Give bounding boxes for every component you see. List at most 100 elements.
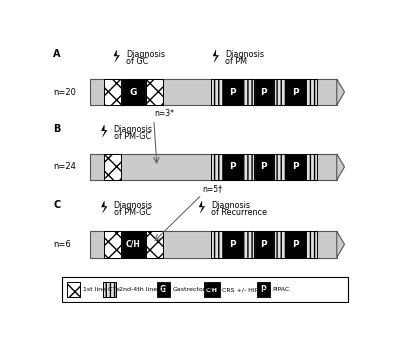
Text: of PM-GC: of PM-GC: [114, 132, 150, 141]
Text: P: P: [229, 162, 236, 172]
Text: n=6: n=6: [53, 240, 71, 249]
Text: n=20: n=20: [53, 88, 76, 97]
Bar: [67, 282, 80, 297]
Text: 1st line CTx: 1st line CTx: [82, 287, 120, 292]
Bar: [104, 79, 121, 105]
Text: P: P: [260, 88, 267, 97]
Bar: [242, 79, 254, 105]
Bar: [286, 79, 305, 105]
Bar: [67, 282, 80, 297]
Bar: [274, 154, 286, 180]
Bar: [104, 154, 121, 180]
Bar: [242, 79, 254, 105]
Bar: [306, 231, 317, 257]
Text: P: P: [229, 240, 236, 249]
Bar: [223, 154, 242, 180]
Bar: [306, 231, 317, 257]
Text: CRS +/- HIPEC: CRS +/- HIPEC: [222, 287, 267, 292]
Text: P: P: [292, 162, 299, 172]
Text: P: P: [260, 162, 267, 172]
Bar: [255, 231, 273, 257]
Bar: [255, 79, 273, 105]
Text: A: A: [53, 49, 61, 59]
Bar: [274, 231, 286, 257]
Bar: [211, 231, 223, 257]
Bar: [122, 231, 145, 257]
Bar: [242, 154, 254, 180]
Bar: [103, 282, 116, 297]
Bar: [242, 231, 254, 257]
Text: P: P: [260, 240, 267, 249]
Bar: [306, 79, 317, 105]
Polygon shape: [114, 50, 120, 62]
Text: 2nd-4th line CTx: 2nd-4th line CTx: [119, 287, 171, 292]
Text: Diagnosis: Diagnosis: [211, 201, 250, 210]
Bar: [146, 231, 163, 257]
Text: C: C: [53, 200, 60, 210]
Text: Diagnosis: Diagnosis: [225, 50, 264, 59]
Bar: [223, 231, 242, 257]
Text: B: B: [53, 124, 60, 134]
Bar: [204, 282, 220, 297]
Bar: [211, 231, 223, 257]
Bar: [274, 231, 286, 257]
Text: ▲: ▲: [215, 57, 216, 58]
Bar: [242, 231, 254, 257]
Bar: [223, 79, 242, 105]
Bar: [104, 79, 121, 105]
Text: P: P: [292, 240, 299, 249]
Text: of Recurrence: of Recurrence: [211, 208, 267, 218]
Bar: [286, 154, 305, 180]
Bar: [255, 154, 273, 180]
Bar: [90, 79, 337, 105]
Text: PIPAC: PIPAC: [272, 287, 290, 292]
Bar: [274, 154, 286, 180]
Bar: [306, 79, 317, 105]
Bar: [146, 79, 163, 105]
Bar: [211, 154, 223, 180]
Text: ▲: ▲: [104, 208, 105, 209]
Polygon shape: [337, 154, 344, 180]
Text: C/H: C/H: [206, 287, 218, 292]
Polygon shape: [102, 201, 107, 213]
Text: n=5†: n=5†: [202, 184, 222, 193]
Bar: [211, 154, 223, 180]
Text: Diagnosis: Diagnosis: [126, 50, 165, 59]
Text: C/H: C/H: [126, 240, 141, 249]
Text: G: G: [130, 88, 137, 97]
Text: n=24: n=24: [53, 162, 76, 172]
Bar: [146, 231, 163, 257]
Polygon shape: [213, 50, 219, 62]
Polygon shape: [337, 79, 344, 105]
Text: Gastrectomy: Gastrectomy: [172, 287, 213, 292]
Text: ▲: ▲: [116, 57, 117, 58]
Bar: [306, 154, 317, 180]
Bar: [257, 282, 270, 297]
Text: P: P: [292, 88, 299, 97]
Text: n=3*: n=3*: [154, 109, 174, 118]
Polygon shape: [337, 231, 344, 257]
Text: P: P: [229, 88, 236, 97]
Bar: [104, 231, 121, 257]
Bar: [274, 79, 286, 105]
Text: P: P: [261, 285, 266, 294]
Polygon shape: [102, 125, 107, 137]
Text: of GC: of GC: [126, 58, 148, 66]
Bar: [306, 154, 317, 180]
Bar: [211, 79, 223, 105]
Bar: [90, 154, 337, 180]
Bar: [146, 79, 163, 105]
Bar: [122, 79, 145, 105]
Text: of PM-GC: of PM-GC: [114, 208, 150, 218]
Bar: [274, 79, 286, 105]
Text: Diagnosis: Diagnosis: [114, 125, 152, 134]
Text: G: G: [160, 285, 166, 294]
Bar: [90, 231, 337, 257]
Bar: [104, 154, 121, 180]
Text: ▲: ▲: [104, 132, 105, 133]
Bar: [103, 282, 116, 297]
Bar: [286, 231, 305, 257]
Bar: [62, 277, 348, 302]
Bar: [157, 282, 170, 297]
Bar: [211, 79, 223, 105]
